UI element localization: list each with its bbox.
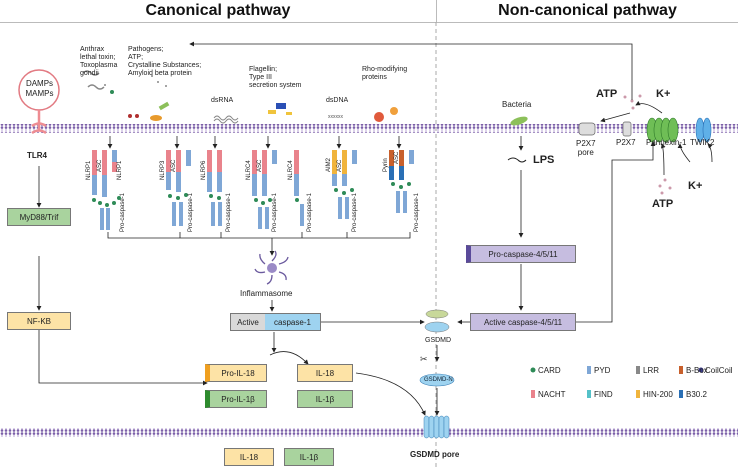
- asc-label-4: ASC: [337, 159, 343, 172]
- pannexin-label: Pannexin-1: [646, 138, 687, 147]
- nlrc4-stack: [252, 150, 277, 229]
- legend-b302: B30.2: [686, 390, 707, 399]
- svg-text:xxxxxx: xxxxxx: [328, 114, 344, 120]
- svg-text:✂: ✂: [420, 354, 428, 364]
- pro-caspase-4-5-11-box: Pro-caspase-4/5/11: [466, 245, 576, 263]
- damps-label: DAMPs MAMPs: [25, 79, 54, 98]
- gsdmd-label: GSDMD: [425, 337, 452, 344]
- gsdmd-shape: [424, 309, 450, 333]
- active-box: Active: [230, 313, 266, 331]
- pannexin-shape: [646, 117, 679, 143]
- header-separator: [436, 0, 437, 22]
- legend-swatch-find: [587, 390, 591, 398]
- pro-caspase-1-label-1: Pro-caspase-1: [120, 192, 126, 232]
- p2x7-pore-shape: [578, 122, 596, 136]
- il1b-box: IL-1β: [297, 390, 353, 408]
- gsdmd-n-label: GSDMD-N: [424, 377, 453, 383]
- inflammasome-icon: [254, 250, 289, 285]
- p2x7-shape: [622, 121, 632, 137]
- k-top-label: K+: [656, 88, 671, 100]
- cell-membrane-bottom: [0, 428, 738, 437]
- atp-top-label: ATP: [596, 88, 618, 100]
- legend-find: FIND: [594, 390, 613, 399]
- bacteria-label: Bacteria: [502, 100, 532, 109]
- twik2-label: TWIK2: [690, 138, 715, 147]
- pro-il18-box: Pro-IL-18: [205, 364, 267, 382]
- flagellin-label: Flagellin; Type III secretion system: [249, 66, 302, 89]
- legend-pyd: PYD: [594, 366, 611, 375]
- legend-swatches: [530, 366, 704, 398]
- pro-caspase-1-label-5: Pro-caspase-1: [307, 192, 313, 232]
- p2x7-label: P2X7: [616, 138, 636, 147]
- rho-label: Rho-modifying proteins: [362, 66, 408, 81]
- legend-swatch-coilcoil: [698, 367, 704, 373]
- il1b-out-box: IL-1β: [284, 448, 334, 466]
- asc-label-3: ASC: [257, 159, 263, 172]
- nlrp3-stack: [166, 150, 191, 226]
- legend-swatch-card: [530, 367, 536, 373]
- legend-swatch-b30-2: [679, 390, 683, 398]
- nlrp1-stack: [92, 150, 121, 230]
- legend-hin200: HIN-200: [643, 390, 673, 399]
- nlrc4-pro-stack: [294, 150, 304, 226]
- myd88-box: MyD88/Trif: [7, 208, 71, 226]
- tlr4-label: TLR4: [27, 151, 47, 160]
- ligand-icons: xxxxxx: [82, 70, 672, 195]
- legend-coilcoil: CoilCoil: [705, 366, 733, 375]
- aim2-stack: [332, 150, 357, 219]
- lps-label: LPS: [533, 154, 555, 166]
- pro-caspase-1-label-2: Pro-caspase-1: [188, 192, 194, 232]
- anthrax-label: Anthrax lethal toxin; Toxoplasma gondii: [80, 46, 118, 77]
- asc-label-1: ASC: [97, 159, 103, 172]
- active-caspase-4-5-11-box: Active caspase-4/5/11: [470, 313, 576, 331]
- p2x7-pore-label: P2X7 pore: [576, 139, 596, 157]
- pro-il1b-box: Pro-IL-1β: [205, 390, 267, 408]
- il18-out-box: IL-18: [224, 448, 274, 466]
- legend-card: CARD: [538, 366, 561, 375]
- il18-box: IL-18: [297, 364, 353, 382]
- pyrin-label: Pyrin: [383, 158, 389, 172]
- nlrp1-label-2: NLRP1: [117, 160, 123, 180]
- pro-caspase-1-label-4: Pro-caspase-1: [272, 192, 278, 232]
- legend-lrr: LRR: [643, 366, 660, 375]
- legend-swatch-pyd: [587, 366, 591, 374]
- pyrin-stack: [389, 150, 414, 213]
- nlrc4-label: NLRC4: [246, 160, 252, 180]
- pro-caspase-1-label-3: Pro-caspase-1: [226, 192, 232, 232]
- nlrp3-label: NLRP3: [160, 160, 166, 180]
- dsdna-label: dsDNA: [326, 97, 349, 104]
- k-bottom-label: K+: [688, 180, 703, 192]
- caspase-1-box: caspase-1: [265, 313, 321, 331]
- nlrp6-stack: [207, 150, 222, 226]
- pro-caspase-1-label-7: Pro-caspase-1: [414, 192, 420, 232]
- gsdmd-pore-label: GSDMD pore: [410, 450, 460, 459]
- nfkb-box: NF-KB: [7, 312, 71, 330]
- canonical-title: Canonical pathway: [145, 2, 291, 19]
- dsrna-label: dsRNA: [211, 97, 234, 104]
- pro-caspase-1-label-6: Pro-caspase-1: [352, 192, 358, 232]
- gsdmd-n-ellipse: [419, 373, 455, 387]
- legend-bbox: B-Box: [686, 366, 708, 375]
- aim2-label: AIM2: [326, 157, 332, 172]
- legend-swatch-hin-200: [636, 390, 640, 398]
- nlrp6-label: NLRP6: [201, 160, 207, 180]
- twik2-shape: [695, 117, 712, 143]
- atp-bottom-label: ATP: [652, 198, 674, 210]
- asc-label-5: ASC: [394, 151, 400, 164]
- noncanonical-title: Non-canonical pathway: [498, 2, 677, 19]
- nlrc4-label-2: NLRC4: [288, 160, 294, 180]
- header-divider: [0, 22, 738, 23]
- pathogens-label: Pathogens; ATP; Crystalline Substances; …: [128, 46, 202, 77]
- nlrp1-label: NLRP1: [86, 160, 92, 180]
- inflammasome-bracket: [107, 232, 411, 239]
- gsdmd-pore: [423, 415, 450, 439]
- cell-membrane-top: [0, 124, 738, 133]
- asc-label-2: ASC: [171, 159, 177, 172]
- legend-swatch-b-box: [679, 366, 683, 374]
- legend-nacht: NACHT: [538, 390, 566, 399]
- legend-swatch-nacht: [531, 390, 535, 398]
- legend-swatch-lrr: [636, 366, 640, 374]
- inflammasome-label: Inflammasome: [240, 289, 293, 298]
